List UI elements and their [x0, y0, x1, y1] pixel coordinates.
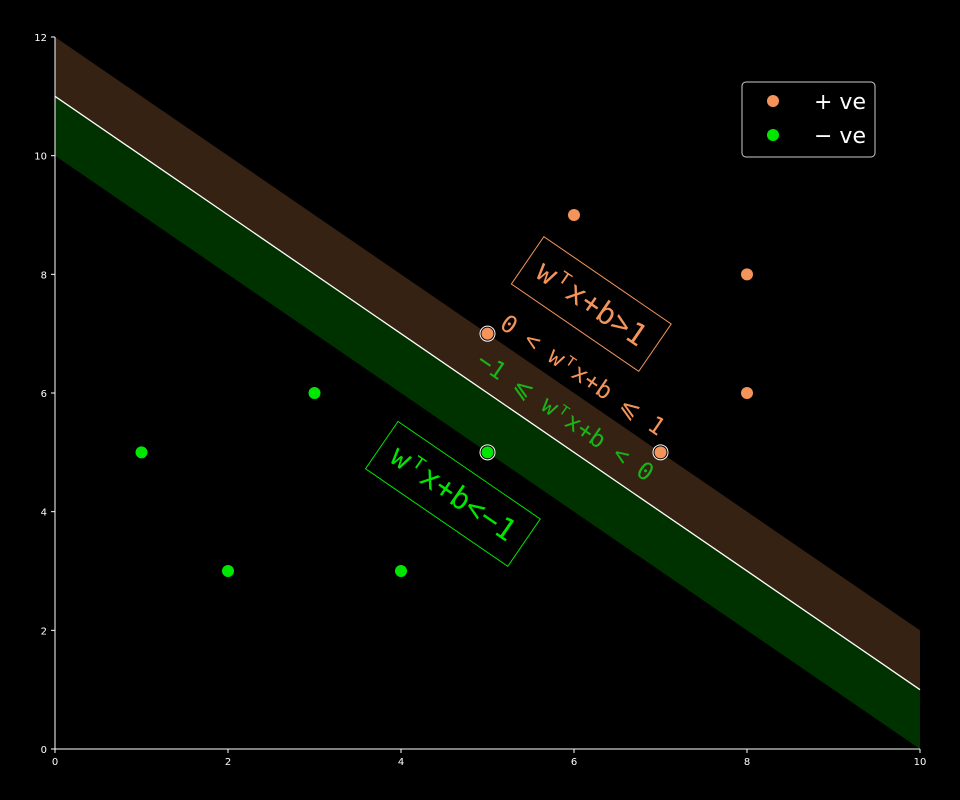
x-tick-label: 0: [52, 757, 58, 768]
x-tick-label: 4: [398, 757, 404, 768]
y-tick-label: 6: [41, 389, 47, 400]
y-tick-label: 10: [34, 152, 47, 163]
negative-margin-band: [55, 96, 920, 750]
data-point: [308, 387, 321, 399]
y-tick-label: 2: [41, 626, 47, 637]
data-point: [654, 446, 667, 459]
y-tick-label: 0: [41, 745, 47, 756]
x-tick-label: 10: [914, 757, 927, 768]
data-point: [481, 446, 494, 459]
margin-bands: [55, 37, 920, 750]
decision-lines: [54, 95, 921, 691]
positive-margin-band: [55, 37, 920, 690]
data-point: [395, 565, 407, 577]
data-point: [222, 565, 234, 577]
axes: 0 2 4 6 8 10 0 2 4 6 8 10 12: [34, 33, 926, 768]
data-point: [741, 387, 753, 399]
legend-label: − ve: [814, 124, 866, 149]
data-point: [481, 327, 494, 340]
decision-boundary-line: [54, 95, 921, 691]
x-tick-label: 6: [571, 757, 577, 768]
y-tick-label: 8: [41, 270, 47, 281]
legend: + ve − ve: [741, 81, 876, 158]
y-tick-label: 12: [34, 33, 47, 44]
annotation-box: [364, 420, 541, 568]
legend-marker: [767, 129, 779, 141]
data-point: [568, 209, 580, 221]
y-tick-label: 4: [41, 508, 47, 519]
x-tick-label: 2: [225, 757, 231, 768]
legend-label: + ve: [814, 90, 866, 115]
annotation-box: [510, 235, 672, 373]
legend-marker: [767, 95, 779, 107]
data-point: [741, 268, 753, 281]
data-point: [135, 446, 148, 459]
data-points: [135, 209, 753, 577]
x-tick-label: 8: [744, 757, 750, 768]
